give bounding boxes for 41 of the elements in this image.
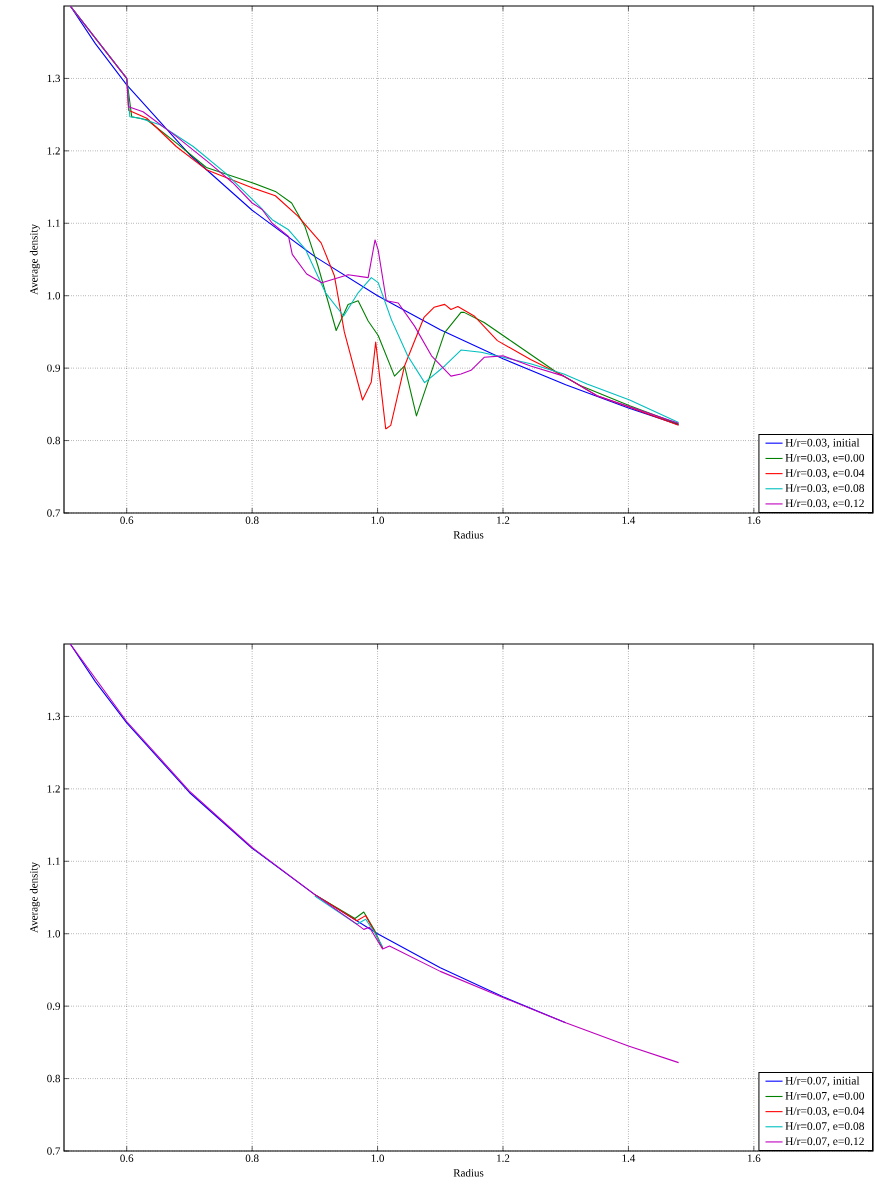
y-tick-label: 0.8 bbox=[47, 1074, 61, 1083]
y-tick-label: 0.7 bbox=[47, 509, 61, 517]
legend-label: H/r=0.03, e=0.04 bbox=[785, 1107, 865, 1117]
x-axis-title: Radius bbox=[453, 1168, 484, 1177]
y-tick-label: 1.0 bbox=[47, 291, 61, 300]
legend-label: H/r=0.03, e=0.12 bbox=[785, 499, 864, 509]
line-series bbox=[69, 644, 680, 1064]
x-tick-label: 1.4 bbox=[622, 1154, 636, 1162]
y-axis-title: Average density bbox=[29, 862, 40, 933]
x-tick-label: 1.2 bbox=[497, 1154, 510, 1162]
legend-label: H/r=0.07, e=0.08 bbox=[785, 1122, 865, 1132]
y-tick-label: 1.2 bbox=[47, 785, 60, 793]
y-tick-label: 1.2 bbox=[47, 147, 60, 155]
x-tick-label: 0.8 bbox=[245, 516, 259, 524]
x-tick-label: 1.0 bbox=[371, 1154, 385, 1163]
x-tick-label: 0.6 bbox=[120, 1154, 134, 1163]
x-tick-label: 0.8 bbox=[245, 1154, 259, 1163]
legend-label: H/r=0.07, e=0.00 bbox=[785, 1091, 865, 1102]
legend-label: H/r=0.03, initial bbox=[785, 438, 860, 449]
x-tick-label: 1.6 bbox=[747, 516, 761, 524]
y-tick-label: 1.0 bbox=[47, 929, 61, 938]
y-tick-label: 0.9 bbox=[47, 364, 61, 372]
y-tick-label: 1.3 bbox=[47, 712, 61, 721]
x-tick-label: 0.6 bbox=[120, 516, 134, 524]
legend-label: H/r=0.03, e=0.08 bbox=[785, 484, 865, 494]
y-tick-label: 1.1 bbox=[47, 219, 60, 227]
x-tick-label: 1.0 bbox=[371, 516, 385, 524]
legend-label: H/r=0.07, initial bbox=[785, 1076, 860, 1087]
legend-label: H/r=0.03, e=0.04 bbox=[785, 469, 865, 479]
legend-label: H/r=0.07, e=0.12 bbox=[785, 1137, 864, 1147]
x-tick-label: 1.2 bbox=[497, 516, 510, 524]
y-tick-label: 0.9 bbox=[47, 1002, 61, 1010]
y-tick-label: 1.1 bbox=[47, 857, 60, 865]
x-tick-label: 1.6 bbox=[747, 1154, 761, 1162]
y-tick-label: 0.7 bbox=[47, 1147, 61, 1155]
legend-label: H/r=0.03, e=0.00 bbox=[785, 453, 865, 464]
x-tick-label: 1.4 bbox=[622, 516, 636, 524]
y-tick-label: 0.8 bbox=[47, 436, 61, 445]
y-axis-title: Average density bbox=[29, 224, 40, 295]
y-tick-label: 1.3 bbox=[47, 74, 61, 83]
x-axis-title: Radius bbox=[453, 530, 484, 539]
